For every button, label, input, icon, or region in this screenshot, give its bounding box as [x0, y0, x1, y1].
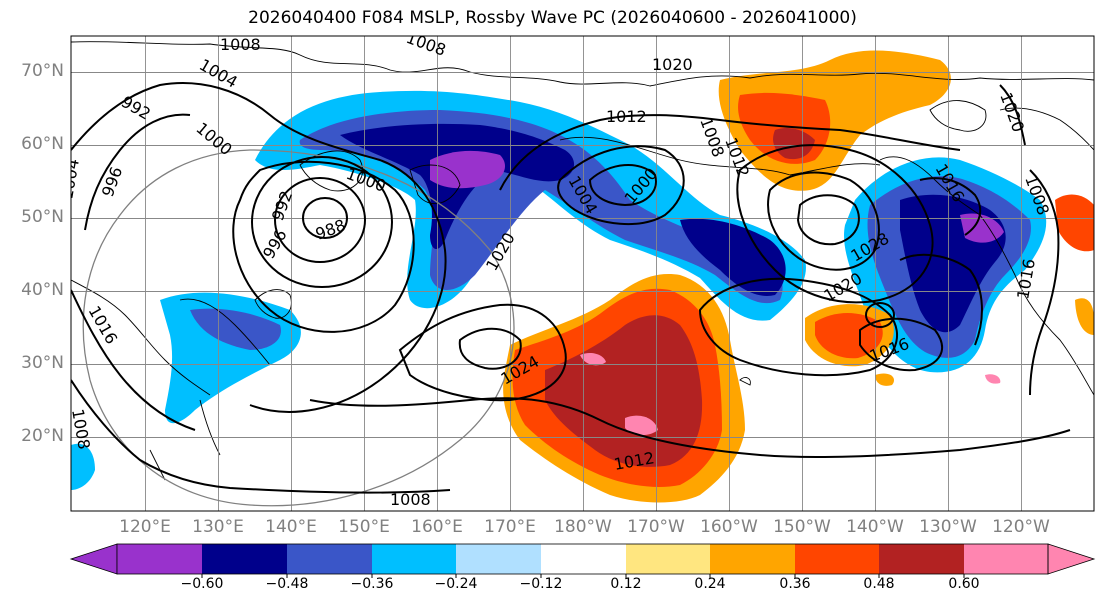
isobar-label: 1020 [652, 55, 693, 74]
colorbar-segment [710, 544, 795, 574]
lon-label-120w: 120°W [992, 517, 1050, 537]
colorbar-tick-label: −0.36 [350, 576, 394, 592]
lon-label-130w: 130°W [919, 517, 977, 537]
isobar-label: 1008 [390, 490, 431, 509]
coastlines [71, 41, 1094, 481]
isobar-label: 1008 [220, 35, 261, 54]
lon-label-170e: 170°E [484, 517, 536, 537]
lon-label-160w: 160°W [700, 517, 758, 537]
colorbar-segment [626, 544, 710, 574]
colorbar-extend-high [1047, 543, 1096, 575]
colorbar-segment [372, 544, 456, 574]
negative-anomaly-shading [71, 90, 1047, 490]
colorbar-segment [541, 544, 626, 574]
lon-label-170w: 170°W [627, 517, 685, 537]
colorbar-tick-label: 0.12 [610, 576, 642, 592]
lat-label-30n: 30°N [21, 353, 64, 373]
colorbar-tick-label: −0.24 [434, 576, 478, 592]
colorbar-tick-label: −0.12 [519, 576, 563, 592]
lon-label-160e: 160°E [411, 517, 463, 537]
colorbar-segment [456, 544, 541, 574]
lat-label-60n: 60°N [21, 134, 64, 154]
colorbar-tick-label: 0.24 [694, 576, 726, 592]
reference-circle [82, 149, 515, 507]
colorbar-tick-label: −0.60 [180, 576, 224, 592]
isobar-label: 1012 [606, 107, 647, 126]
lat-label-50n: 50°N [21, 207, 64, 227]
colorbar-segment [287, 544, 372, 574]
lon-label-140e: 140°E [265, 517, 317, 537]
colorbar-tick-label: −0.48 [265, 576, 309, 592]
lon-label-130e: 130°E [192, 517, 244, 537]
isobar-label: 1008 [68, 407, 94, 450]
map-area: 1008 1004 992 1000 1004 996 1000 992 988… [68, 35, 1094, 511]
colorbar-tick-label: 0.48 [863, 576, 895, 592]
lon-label-150e: 150°E [338, 517, 390, 537]
lat-label-40n: 40°N [21, 280, 64, 300]
colorbar-segment [795, 544, 879, 574]
lon-label-180w: 180°W [554, 517, 612, 537]
colorbar-segment [879, 544, 964, 574]
lat-label-70n: 70°N [21, 61, 64, 81]
isobars [71, 82, 1071, 494]
lon-label-140w: 140°W [846, 517, 904, 537]
colorbar-extend-low [69, 543, 118, 575]
lon-label-120e: 120°E [119, 517, 171, 537]
map-frame [70, 35, 1095, 512]
map-title: 2026040400 F084 MSLP, Rossby Wave PC (20… [248, 8, 857, 28]
colorbar-tick-label: 0.36 [779, 576, 811, 592]
colorbar-segment [117, 544, 202, 574]
colorbar-segment [964, 544, 1048, 574]
lon-label-150w: 150°W [773, 517, 831, 537]
colorbar-segment [202, 544, 287, 574]
colorbar-tick-label: 0.60 [948, 576, 980, 592]
lat-label-20n: 20°N [21, 426, 64, 446]
colorbar [69, 543, 1096, 578]
colorbar-frame [116, 543, 1049, 575]
colorbar-ticks [201, 574, 965, 578]
